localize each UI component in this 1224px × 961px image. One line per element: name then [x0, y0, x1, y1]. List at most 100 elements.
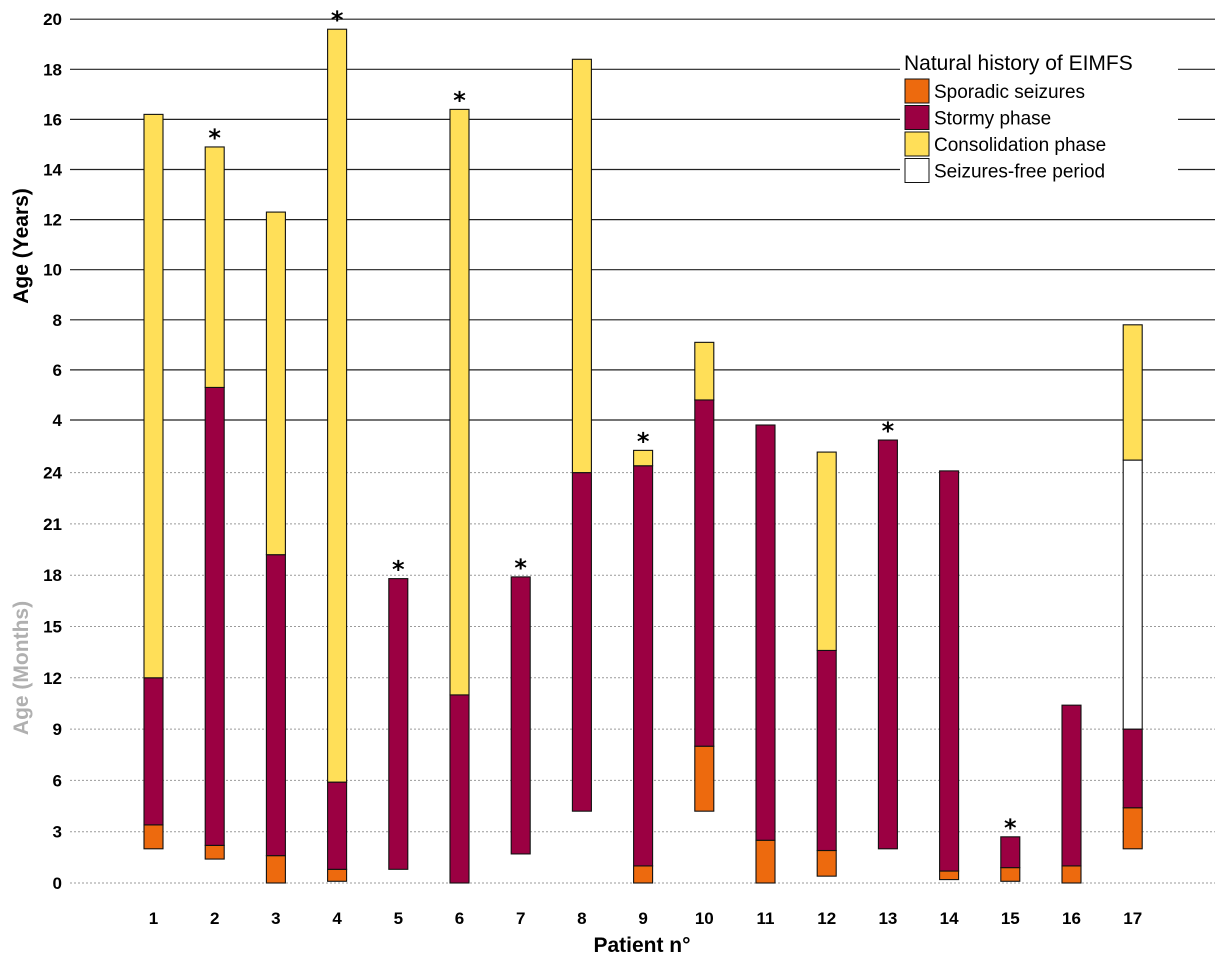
bar-patient-6 [449, 108, 470, 884]
legend: Natural history of EIMFS Sporadic seizur… [900, 48, 1178, 188]
y-tick-months-15: 15 [43, 618, 62, 637]
bar-patient-15 [1000, 836, 1021, 882]
x-tick-10: 10 [695, 909, 714, 928]
x-tick-9: 9 [638, 909, 647, 928]
bars [143, 28, 1143, 884]
x-tick-8: 8 [577, 909, 586, 928]
bar-segment-9-consolidation [633, 449, 654, 467]
y-tick-months-0: 0 [53, 874, 62, 893]
bar-segment-3-consolidation [265, 211, 286, 556]
bar-segment-13-stormy [877, 439, 898, 850]
bar-segment-16-sporadic [1061, 865, 1082, 884]
bar-segment-10-consolidation [694, 341, 715, 401]
x-tick-15: 15 [1001, 909, 1020, 928]
bar-segment-12-stormy [816, 649, 837, 852]
y-axis-title-years: Age (Years) [10, 188, 33, 304]
x-tick-5: 5 [394, 909, 403, 928]
bar-segment-6-stormy [449, 694, 470, 884]
bar-segment-17-stormy [1122, 728, 1143, 809]
deceased-marker-6: * [453, 86, 466, 114]
y-tick-months-18: 18 [43, 566, 62, 585]
legend-item-consolidation: Consolidation phase [904, 131, 1106, 157]
bar-segment-3-sporadic [265, 855, 286, 884]
bar-segment-11-sporadic [755, 839, 776, 884]
bar-segment-1-stormy [143, 677, 164, 826]
bar-segment-4-consolidation [327, 28, 348, 783]
x-tick-11: 11 [757, 909, 775, 928]
bar-segment-9-sporadic [633, 865, 654, 884]
bar-segment-3-stormy [265, 554, 286, 857]
bar-segment-1-consolidation [143, 113, 164, 679]
y-tick-years-14: 14 [43, 161, 62, 180]
bar-patient-1 [143, 113, 164, 850]
legend-label-sporadic: Sporadic seizures [934, 82, 1085, 103]
y-tick-years-10: 10 [43, 261, 62, 280]
x-axis-title: Patient n° [593, 934, 690, 957]
legend-swatch-sporadic [904, 78, 930, 104]
legend-background [900, 48, 1178, 188]
legend-item-seizure_free: Seizures-free period [904, 158, 1105, 183]
bar-patient-3 [265, 211, 286, 884]
bar-segment-6-consolidation [449, 108, 470, 696]
bar-segment-4-sporadic [327, 868, 348, 882]
x-tick-12: 12 [817, 909, 836, 928]
bar-patient-16 [1061, 704, 1082, 884]
x-tick-7: 7 [516, 909, 525, 928]
bar-segment-1-sporadic [143, 824, 164, 850]
deceased-markers: * * * * * * * * [208, 6, 1017, 842]
legend-items: Sporadic seizures Stormy phase Consolidati… [904, 78, 1106, 183]
y-tick-months-24: 24 [43, 464, 62, 483]
deceased-marker-4: * [331, 6, 344, 34]
deceased-marker-2: * [208, 124, 221, 152]
x-tick-6: 6 [455, 909, 464, 928]
y-tick-months-3: 3 [53, 823, 62, 842]
bar-segment-15-stormy [1000, 836, 1021, 869]
y-tick-years-12: 12 [43, 211, 62, 230]
bar-segment-14-stormy [939, 470, 960, 872]
bar-patient-8 [571, 58, 592, 812]
legend-item-sporadic: Sporadic seizures [904, 78, 1085, 104]
deceased-marker-13: * [882, 417, 895, 445]
bar-segment-4-stormy [327, 781, 348, 870]
y-axis-title-months: Age (Months) [10, 601, 33, 735]
bar-segment-17-seizure_free [1122, 459, 1143, 730]
bar-segment-16-stormy [1061, 704, 1082, 867]
bar-patient-10 [694, 341, 715, 812]
bar-patient-12 [816, 451, 837, 877]
bar-segment-8-stormy [571, 472, 592, 812]
legend-label-stormy: Stormy phase [934, 109, 1051, 130]
legend-label-consolidation: Consolidation phase [934, 135, 1106, 156]
deceased-marker-7: * [514, 554, 527, 582]
bar-segment-12-sporadic [816, 849, 837, 877]
x-tick-4: 4 [332, 909, 342, 928]
x-tick-16: 16 [1062, 909, 1081, 928]
legend-swatch-consolidation [904, 131, 930, 157]
bar-segment-10-stormy [694, 399, 715, 747]
bar-patient-14 [939, 470, 960, 881]
bar-segment-5-stormy [388, 578, 409, 870]
deceased-marker-9: * [637, 427, 650, 455]
x-tick-17: 17 [1123, 909, 1142, 928]
bar-patient-2 [204, 146, 225, 860]
bar-patient-5 [388, 578, 409, 870]
bar-segment-7-stormy [510, 576, 531, 855]
legend-item-stormy: Stormy phase [904, 105, 1051, 130]
y-tick-months-9: 9 [53, 720, 62, 739]
bar-patient-7 [510, 576, 531, 855]
bar-patient-17 [1122, 324, 1143, 850]
bar-segment-12-consolidation [816, 451, 837, 651]
deceased-marker-15: * [1004, 814, 1017, 842]
legend-swatch-stormy [904, 105, 930, 130]
bar-segment-10-sporadic [694, 745, 715, 812]
x-tick-2: 2 [210, 909, 219, 928]
y-tick-years-4: 4 [53, 411, 63, 430]
bar-segment-11-stormy [755, 424, 776, 841]
bar-segment-2-consolidation [204, 146, 225, 388]
bar-segment-8-consolidation [571, 58, 592, 474]
bar-patient-13 [877, 439, 898, 850]
y-tick-years-16: 16 [43, 110, 62, 129]
deceased-marker-5: * [392, 556, 405, 584]
x-tick-13: 13 [878, 909, 897, 928]
